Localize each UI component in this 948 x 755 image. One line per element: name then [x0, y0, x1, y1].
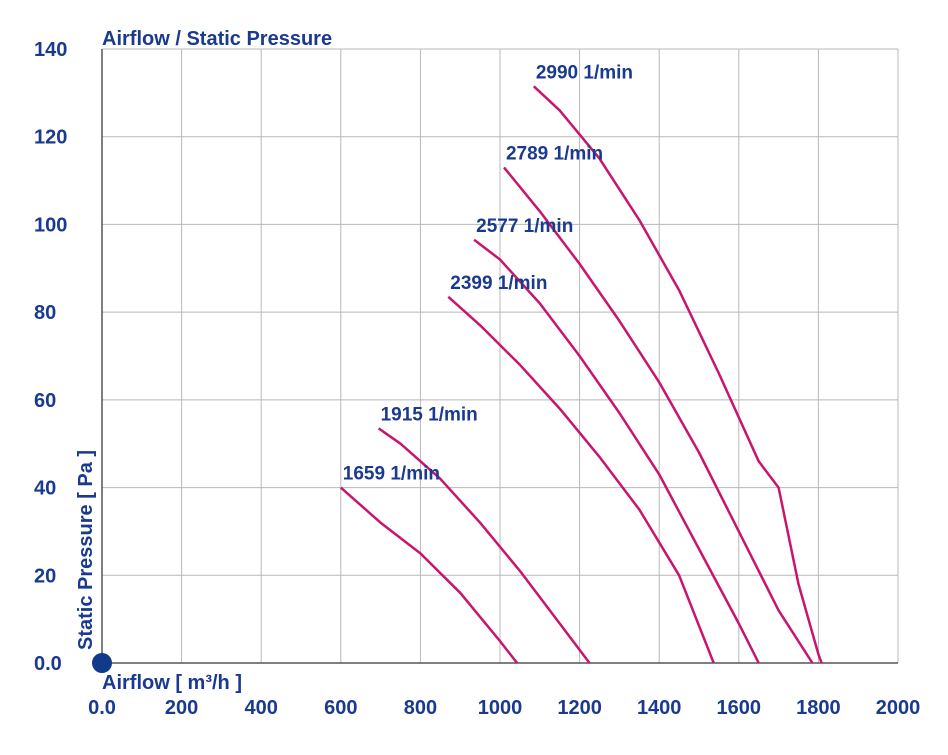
- x-tick-label: 600: [324, 697, 357, 719]
- y-axis-label: Static Pressure [ Pa ]: [75, 450, 97, 650]
- x-tick-label: 1600: [717, 697, 762, 719]
- x-tick-label: 0.0: [88, 697, 116, 719]
- series-label: 1659 1/min: [343, 464, 440, 485]
- y-tick-label: 60: [34, 390, 56, 412]
- curves: [339, 85, 823, 664]
- x-axis-label: Airflow [ m³/h ]: [102, 672, 242, 694]
- series-label: 2990 1/min: [536, 62, 633, 83]
- series-label: 2399 1/min: [450, 273, 547, 294]
- x-tick-label: 800: [404, 697, 437, 719]
- series-label: 1915 1/min: [381, 404, 478, 425]
- series-line: [473, 238, 760, 664]
- y-tick-label: 100: [34, 214, 67, 236]
- y-tick-label: 0.0: [34, 653, 62, 675]
- origin-marker: [92, 653, 112, 673]
- x-tick-label: 2000: [876, 697, 921, 719]
- x-tick-label: 1200: [557, 697, 602, 719]
- grid: [102, 48, 899, 663]
- x-tick-label: 1400: [637, 697, 682, 719]
- series-line: [377, 427, 591, 664]
- x-tick-label: 1800: [796, 697, 841, 719]
- series-line: [339, 486, 519, 664]
- series-label: 2789 1/min: [506, 143, 603, 164]
- y-tick-label: 140: [34, 39, 67, 61]
- y-tick-label: 20: [34, 565, 56, 587]
- y-tick-label: 120: [34, 127, 67, 149]
- series-line: [503, 166, 814, 664]
- tick-labels: 0.0 200 400 600 800 1000 1200 1400 1600 1800 2000 0…: [34, 39, 920, 719]
- y-tick-label: 80: [34, 302, 56, 324]
- series-line: [447, 295, 715, 664]
- x-tick-label: 1000: [478, 697, 523, 719]
- y-tick-label: 40: [34, 478, 56, 500]
- x-tick-label: 400: [245, 697, 278, 719]
- axes: [101, 49, 898, 664]
- series-line: [532, 85, 823, 664]
- chart-title: Airflow / Static Pressure: [102, 28, 332, 50]
- x-tick-label: 200: [165, 697, 198, 719]
- series-label: 2577 1/min: [476, 216, 573, 237]
- curve-labels: 1659 1/min 1915 1/min 2399 1/min 2577 1/min…: [343, 62, 633, 484]
